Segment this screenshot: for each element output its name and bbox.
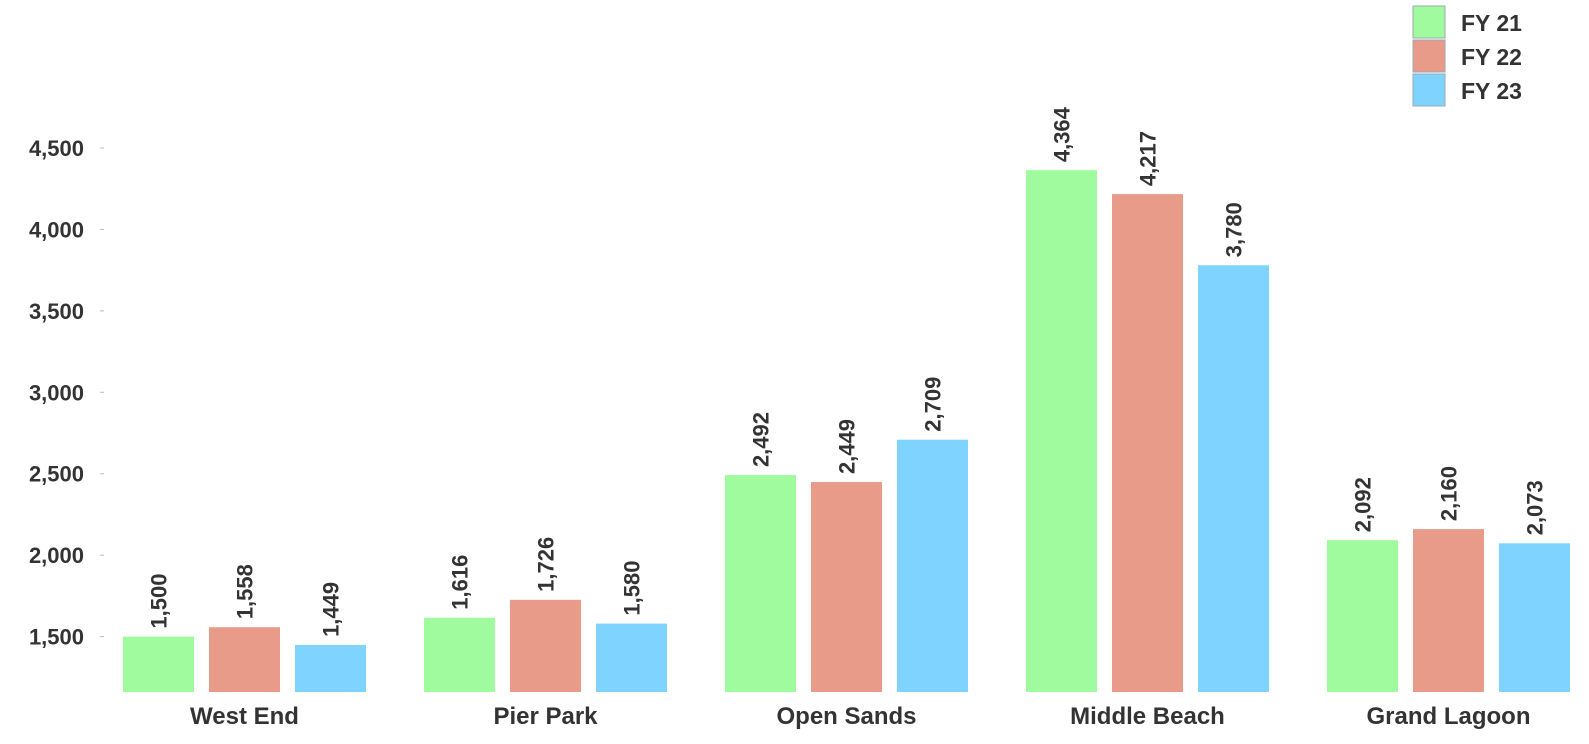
data-label-middle-beach-fy-23: 3,780 (1222, 202, 1247, 257)
bar-middle-beach-fy-23 (1198, 265, 1269, 692)
bar-west-end-fy-22 (209, 627, 280, 692)
legend-item-fy-23: FY 23 (1412, 73, 1522, 107)
y-tick-label: 3,000 (29, 380, 84, 405)
bar-west-end-fy-21 (123, 636, 194, 692)
bar-grand-lagoon-fy-22 (1413, 529, 1484, 692)
legend-item-fy-21: FY 21 (1412, 5, 1522, 39)
legend-label: FY 21 (1461, 10, 1522, 36)
legend-swatch (1412, 73, 1446, 107)
legend-swatch (1412, 39, 1446, 73)
bar-middle-beach-fy-21 (1026, 170, 1097, 693)
data-label-middle-beach-fy-21: 4,364 (1050, 106, 1075, 162)
x-category-label: Grand Lagoon (1367, 703, 1531, 730)
y-tick-label: 4,000 (29, 217, 84, 242)
data-label-west-end-fy-21: 1,500 (147, 574, 172, 629)
data-label-grand-lagoon-fy-22: 2,160 (1437, 466, 1462, 521)
legend-label: FY 22 (1461, 44, 1522, 70)
legend: FY 21 FY 22 FY 23 (1412, 5, 1522, 107)
bar-middle-beach-fy-22 (1112, 194, 1183, 692)
legend-label: FY 23 (1461, 78, 1522, 104)
bar-pier-park-fy-23 (596, 623, 667, 692)
y-tick-label: 2,000 (29, 543, 84, 568)
data-label-pier-park-fy-22: 1,726 (534, 537, 559, 592)
bar-grand-lagoon-fy-21 (1327, 540, 1398, 692)
x-category-label: Middle Beach (1070, 703, 1225, 730)
data-label-middle-beach-fy-22: 4,217 (1136, 131, 1161, 186)
bar-pier-park-fy-22 (510, 599, 581, 692)
data-labels-group: 1,500 1,558 1,449 1,616 1,726 1,580 2,492 2,449… (147, 106, 1548, 637)
y-tick-label: 4,500 (29, 136, 84, 161)
data-label-open-sands-fy-21: 2,492 (749, 412, 774, 467)
bar-open-sands-fy-22 (811, 482, 882, 692)
x-category-label: Pier Park (493, 703, 598, 730)
x-category-label: Open Sands (776, 703, 916, 730)
data-label-grand-lagoon-fy-21: 2,092 (1351, 477, 1376, 532)
y-tick-label: 1,500 (29, 625, 84, 650)
bar-open-sands-fy-21 (725, 475, 796, 692)
data-label-west-end-fy-23: 1,449 (319, 582, 344, 637)
data-label-open-sands-fy-23: 2,709 (921, 377, 946, 432)
bar-pier-park-fy-21 (424, 617, 495, 692)
bar-grand-lagoon-fy-23 (1499, 543, 1570, 692)
data-label-west-end-fy-22: 1,558 (233, 564, 258, 619)
legend-swatch (1412, 5, 1446, 39)
x-category-label: West End (190, 703, 299, 730)
data-label-pier-park-fy-23: 1,580 (620, 561, 645, 616)
legend-item-fy-22: FY 22 (1412, 39, 1522, 73)
bar-open-sands-fy-23 (897, 439, 968, 692)
bar-west-end-fy-23 (295, 644, 366, 692)
y-axis: 1,500 2,000 2,500 3,000 3,500 4,000 4,500 (29, 136, 104, 650)
bars-group (123, 170, 1570, 693)
data-label-grand-lagoon-fy-23: 2,073 (1523, 480, 1548, 535)
y-tick-label: 3,500 (29, 299, 84, 324)
data-label-pier-park-fy-21: 1,616 (448, 555, 473, 610)
x-axis: West End Pier Park Open Sands Middle Beach G… (190, 703, 1530, 730)
data-label-open-sands-fy-22: 2,449 (835, 419, 860, 474)
y-tick-label: 2,500 (29, 462, 84, 487)
